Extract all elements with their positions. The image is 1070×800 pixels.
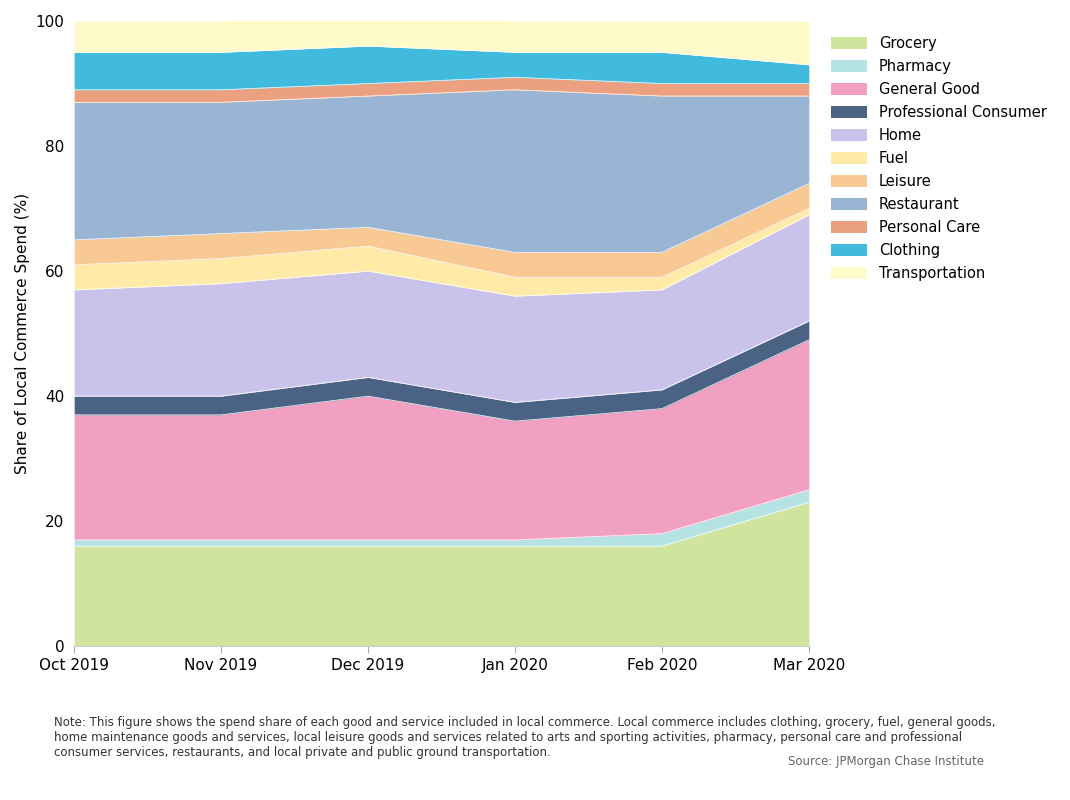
Text: Source: JPMorgan Chase Institute: Source: JPMorgan Chase Institute [789, 755, 984, 768]
Y-axis label: Share of Local Commerce Spend (%): Share of Local Commerce Spend (%) [15, 193, 30, 474]
Text: Note: This figure shows the spend share of each good and service included in loc: Note: This figure shows the spend share … [54, 716, 995, 759]
Legend: Grocery, Pharmacy, General Good, Professional Consumer, Home, Fuel, Leisure, Res: Grocery, Pharmacy, General Good, Profess… [824, 28, 1054, 288]
